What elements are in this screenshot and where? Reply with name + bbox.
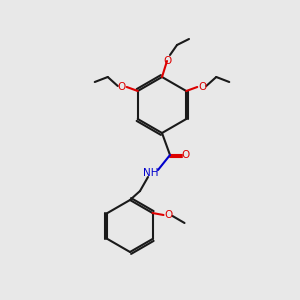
Text: O: O <box>198 82 206 92</box>
Text: NH: NH <box>143 168 159 178</box>
Text: O: O <box>163 56 171 66</box>
Text: O: O <box>164 210 172 220</box>
Text: O: O <box>182 150 190 160</box>
Text: O: O <box>118 82 126 92</box>
